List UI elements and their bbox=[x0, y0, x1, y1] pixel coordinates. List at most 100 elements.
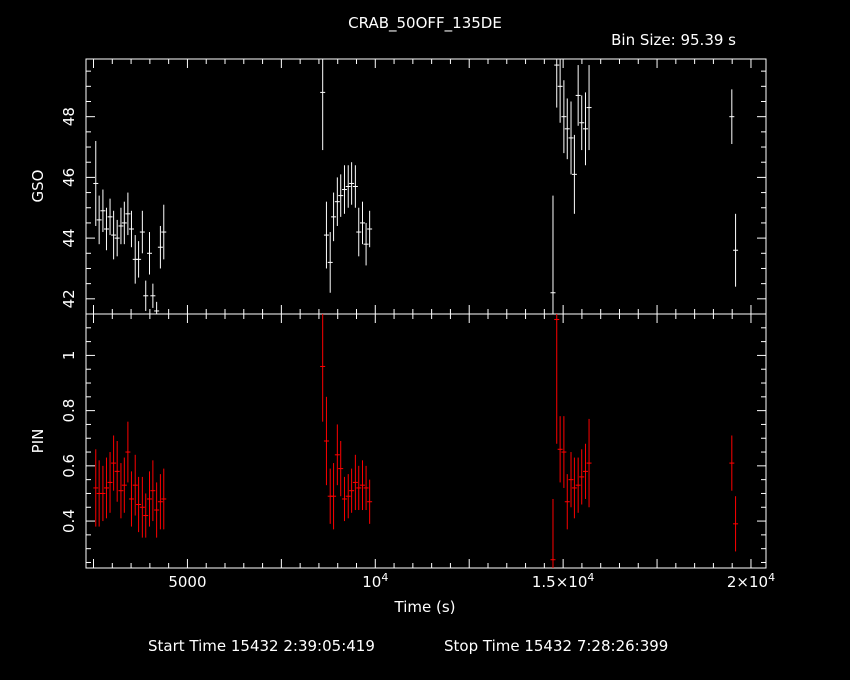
pin-panel-frame bbox=[85, 313, 767, 569]
pin-data-point bbox=[363, 465, 369, 511]
pin-data-point bbox=[575, 457, 581, 513]
gso-data-point bbox=[557, 59, 563, 123]
bin-size-label: Bin Size: 95.39 s bbox=[611, 31, 736, 49]
x-axis-ticks: 5000 104 1.5×104 2×104 bbox=[168, 571, 775, 591]
gso-data-point bbox=[93, 140, 99, 226]
gso-data-point bbox=[729, 89, 735, 144]
pin-data-point bbox=[582, 443, 588, 499]
gso-data-point bbox=[345, 165, 351, 208]
pin-y-tick-label: 1 bbox=[60, 351, 78, 361]
pin-data-point bbox=[136, 476, 142, 533]
pin-data-point bbox=[561, 416, 567, 488]
gso-data-point bbox=[157, 225, 163, 269]
gso-data-point bbox=[338, 174, 344, 217]
gso-data-point bbox=[96, 195, 102, 245]
gso-data-point bbox=[327, 232, 333, 293]
gso-data-point bbox=[154, 301, 160, 314]
gso-data-point bbox=[100, 189, 106, 233]
gso-y-tick-label: 46 bbox=[60, 168, 78, 187]
x-tick-label: 1.5×104 bbox=[532, 571, 595, 591]
pin-data-point bbox=[367, 479, 373, 524]
pin-data-point bbox=[356, 465, 362, 511]
pin-data-point bbox=[157, 474, 163, 530]
pin-data-point bbox=[154, 482, 160, 538]
pin-data-point bbox=[111, 435, 117, 491]
gso-data-point bbox=[161, 204, 167, 260]
pin-data-point bbox=[100, 465, 106, 522]
gso-data-point bbox=[125, 192, 131, 236]
pin-data-point bbox=[586, 418, 592, 508]
pin-data-point bbox=[150, 460, 156, 522]
pin-data-point bbox=[323, 396, 329, 486]
gso-data-point bbox=[128, 210, 134, 248]
gso-data-point bbox=[111, 210, 117, 260]
gso-data-point bbox=[579, 95, 585, 151]
x-tick-label: 5000 bbox=[168, 573, 206, 591]
gso-data-point bbox=[582, 92, 588, 166]
pin-data-point bbox=[103, 457, 109, 519]
pin-data-point bbox=[579, 449, 585, 505]
pin-axis-label: PIN bbox=[29, 429, 47, 454]
pin-data-point bbox=[118, 463, 124, 519]
gso-data-point bbox=[356, 207, 362, 257]
pin-data-point bbox=[161, 468, 167, 530]
gso-data-point bbox=[360, 201, 366, 245]
pin-y-tick-label: 0.6 bbox=[60, 454, 78, 478]
gso-data-point bbox=[733, 213, 739, 287]
pin-data-point bbox=[733, 496, 739, 552]
pin-data-point bbox=[341, 476, 347, 522]
gso-data-point bbox=[320, 59, 326, 151]
x-tick-label: 2×104 bbox=[727, 571, 775, 591]
plot-title: CRAB_50OFF_135DE bbox=[348, 14, 502, 33]
gso-data-point bbox=[363, 222, 369, 266]
gso-data-point bbox=[564, 98, 570, 160]
stop-time-label: Stop Time 15432 7:28:26:399 bbox=[444, 637, 668, 655]
pin-data-point bbox=[729, 435, 735, 491]
gso-data-point bbox=[139, 210, 145, 254]
gso-data-point bbox=[554, 59, 560, 108]
x-tick-label: 104 bbox=[362, 571, 388, 591]
gso-data-point bbox=[561, 80, 567, 154]
gso-data-point bbox=[146, 232, 152, 275]
pin-data-point bbox=[139, 476, 145, 538]
gso-data-point bbox=[143, 280, 149, 311]
gso-data-point bbox=[103, 207, 109, 251]
pin-data-point bbox=[114, 441, 120, 502]
gso-data-point bbox=[150, 283, 156, 308]
gso-data-point bbox=[571, 134, 577, 214]
gso-data-point bbox=[352, 165, 358, 208]
pin-data-point bbox=[320, 314, 326, 422]
gso-y-tick-label: 42 bbox=[60, 289, 78, 308]
pin-y-tick-label: 0.8 bbox=[60, 399, 78, 423]
pin-panel: 0.4 0.6 0.8 1 bbox=[60, 314, 766, 568]
gso-data-point bbox=[114, 219, 120, 257]
gso-data-point bbox=[349, 162, 355, 205]
x-axis-label: Time (s) bbox=[394, 598, 456, 616]
gso-data-point bbox=[331, 192, 337, 242]
pin-data-point bbox=[345, 474, 351, 519]
pin-data-point bbox=[338, 441, 344, 497]
pin-data-point bbox=[93, 449, 99, 527]
gso-data-point bbox=[586, 65, 592, 151]
pin-data-point bbox=[334, 424, 340, 486]
pin-data-point bbox=[128, 471, 134, 527]
pin-data-point bbox=[360, 460, 366, 511]
gso-data-point bbox=[118, 207, 124, 245]
start-time-label: Start Time 15432 2:39:05:419 bbox=[148, 637, 375, 655]
gso-axis-label: GSO bbox=[29, 170, 47, 203]
pin-data-point bbox=[146, 471, 152, 527]
gso-data-point bbox=[121, 201, 127, 245]
gso-y-tick-label: 48 bbox=[60, 107, 78, 126]
pin-data-point bbox=[143, 493, 149, 538]
pin-data-point bbox=[557, 416, 563, 483]
gso-data-point bbox=[136, 241, 142, 278]
pin-data-point bbox=[571, 457, 577, 519]
pin-data-point bbox=[132, 454, 138, 516]
pin-y-tick-label: 0.4 bbox=[60, 509, 78, 533]
pin-data-point bbox=[349, 468, 355, 513]
gso-data-point bbox=[323, 201, 329, 269]
pin-data-point bbox=[564, 474, 570, 530]
pin-data-point bbox=[125, 421, 131, 483]
gso-data-point bbox=[367, 210, 373, 248]
